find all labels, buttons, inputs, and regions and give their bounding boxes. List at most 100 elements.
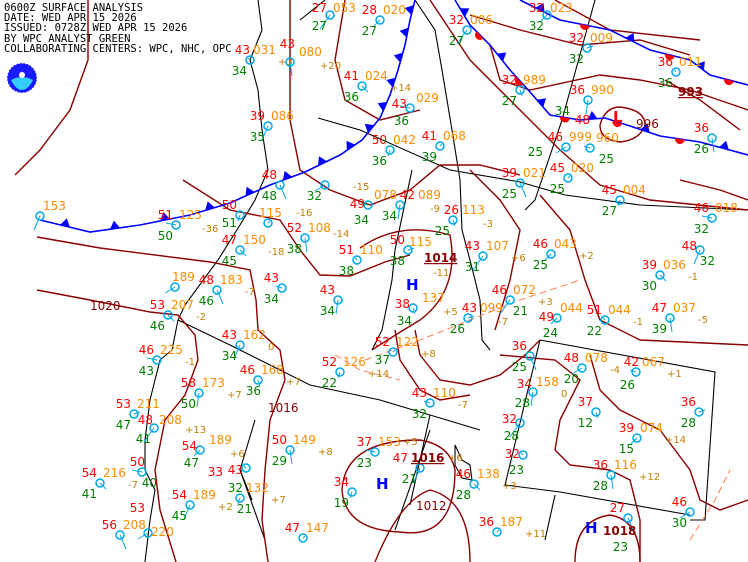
station-pressure-tendency: +13 [185, 425, 206, 436]
station-plot: 46 30 [672, 495, 695, 530]
trough-line [689, 469, 731, 541]
station-temperature: 43 [264, 271, 279, 285]
isobar [289, 0, 521, 206]
state-border [371, 169, 413, 351]
analysis-date: DATE: WED APR 15 2026 [4, 12, 137, 25]
wind-barb-icon [397, 204, 401, 220]
station-pressure: 115 [259, 206, 282, 220]
cold-front-triangle-icon [205, 201, 215, 211]
station-pressure: 004 [623, 183, 646, 197]
cold-front-triangle-icon [160, 212, 170, 221]
wind-barb-icon [602, 317, 606, 321]
station-pressure-tendency: +6 [448, 453, 463, 464]
isobar [36, 236, 286, 562]
isobar [539, 194, 748, 346]
wind-barb-icon [133, 411, 141, 415]
station-temperature: 51 [158, 208, 173, 222]
wind-barb-icon [239, 249, 247, 257]
station-circle-icon [241, 463, 251, 473]
station-pressure-tendency: +8 [318, 447, 333, 458]
wind-barb-icon [143, 427, 155, 443]
station-dewpoint: 38 [390, 254, 405, 268]
station-temperature: 46 [492, 283, 507, 297]
station-plot: 47 147 [285, 521, 329, 543]
station-dewpoint: 28 [456, 488, 471, 502]
station-pressure-tendency: -36 [202, 224, 218, 235]
station-circle-icon [235, 245, 245, 255]
station-dewpoint: 34 [382, 209, 397, 223]
wind-barb-icon [237, 214, 241, 222]
station-pressure: 153 [43, 199, 66, 213]
station-plot: 47 21 +6 [393, 451, 463, 486]
station-plot: 115 -16 [259, 206, 312, 228]
station-temperature: 54 [172, 488, 187, 502]
station-temperature: 46 [672, 495, 687, 509]
station-plot: 54 216 41 -7 [82, 466, 138, 501]
station-plot: 43 080 +20 [280, 37, 341, 77]
station-plot: 32 989 27 [502, 73, 546, 108]
wind-barb-icon [585, 99, 589, 115]
station-dewpoint: 30 [642, 279, 657, 293]
station-temperature: 45 [550, 161, 565, 175]
station-circle-icon [478, 251, 488, 261]
wind-barb-icon [119, 534, 127, 550]
station-pressure-tendency: -14 [333, 229, 349, 240]
station-dewpoint: 28 [593, 479, 608, 493]
cold-front-triangle-icon [404, 5, 414, 15]
wind-barb-icon [237, 497, 241, 505]
station-circle-icon [185, 500, 195, 510]
station-pressure: 099 [480, 301, 503, 315]
wind-barb-icon [423, 400, 431, 404]
station-dewpoint: 24 [543, 326, 558, 340]
station-circle-icon [563, 173, 573, 183]
station-dewpoint: 28 [504, 429, 519, 443]
trough-line [334, 354, 401, 381]
wind-barb-icon [567, 175, 571, 179]
warm-front-semicircle-icon [580, 24, 590, 30]
station-plot: 48 48 [262, 168, 287, 203]
station-dewpoint: 32 [228, 481, 243, 495]
station-circle-icon [448, 215, 458, 225]
cold-front-triangle-icon [587, 111, 598, 120]
wind-barb-icon [617, 199, 621, 207]
station-temperature: 50 [390, 233, 405, 247]
station-pressure-tendency: -7 [458, 400, 468, 411]
station-temperature: 36 [512, 339, 527, 353]
station-temperature: 53 [130, 501, 145, 515]
station-circle-icon [152, 355, 162, 365]
station-circle-icon [671, 67, 681, 77]
station-dewpoint: 35 [250, 130, 265, 144]
station-circle-icon [143, 528, 153, 538]
state-border [544, 494, 556, 541]
cold-front-triangle-icon [399, 27, 409, 38]
station-circle-icon [695, 245, 705, 255]
station-plot: 46 225 43 -1 [139, 343, 195, 378]
station-dewpoint: 47 [116, 418, 131, 432]
station-pressure: 168 [261, 363, 284, 377]
station-plot: 48 183 46 -7 [199, 273, 255, 308]
station-plot: 47 150 45 -18 [222, 233, 285, 268]
station-pressure: 989 [523, 73, 546, 87]
wind-barb-icon [669, 317, 673, 333]
station-dewpoint: 39 [652, 322, 667, 336]
station-circle-icon [363, 200, 373, 210]
station-circle-icon [235, 210, 245, 220]
warm-front-semicircle-icon [475, 31, 484, 40]
station-temperature: 28 [362, 3, 377, 17]
station-pressure: 183 [220, 273, 243, 287]
station-pressure: 189 [193, 488, 216, 502]
station-plot: 54 189 47 +6 [182, 433, 245, 470]
station-temperature: 53 [116, 397, 131, 411]
station-dewpoint: 27 [449, 34, 464, 48]
station-circle-icon [403, 245, 413, 255]
station-pressure-tendency: +7 [286, 377, 301, 388]
station-temperature: 47 [393, 451, 408, 465]
station-circle-icon [370, 447, 380, 457]
station-circle-icon [245, 55, 255, 65]
station-plot: 43 029 36 [392, 91, 439, 128]
cold-front-triangle-icon [110, 220, 120, 230]
station-pressure: 113 [462, 203, 485, 217]
wind-barb-icon [165, 222, 177, 226]
station-dewpoint: 43 [139, 364, 154, 378]
station-circle-icon [170, 282, 180, 292]
